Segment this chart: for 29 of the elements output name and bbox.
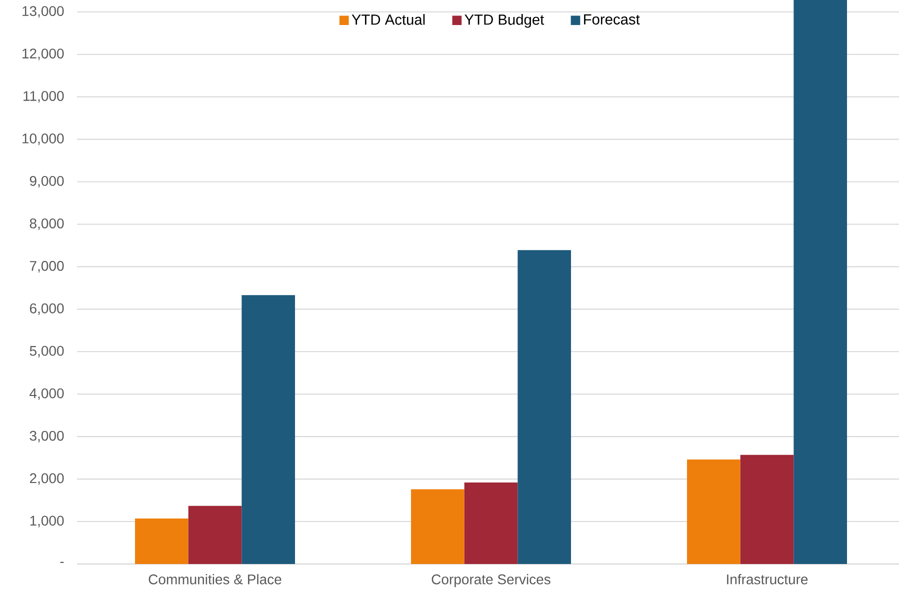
- bar: [242, 295, 296, 564]
- legend-label: Forecast: [584, 14, 640, 25]
- bar: [135, 518, 188, 564]
- y-tick-label: 1,000: [30, 516, 64, 528]
- x-tick-label: Communities & Place: [148, 574, 282, 584]
- y-tick-label: 8,000: [30, 218, 64, 230]
- x-tick-label: Infrastructure: [727, 574, 808, 584]
- y-tick-label: 2,000: [30, 473, 64, 485]
- legend-label: YTD Actual: [352, 14, 425, 25]
- y-tick-label: 4,000: [30, 388, 64, 400]
- y-tick-label: -: [60, 562, 64, 563]
- y-tick-label: 7,000: [30, 260, 64, 272]
- legend-label: YTD Budget: [464, 14, 544, 28]
- bar: [518, 250, 572, 564]
- x-tick-label: Corporate Services: [432, 574, 550, 588]
- y-tick-label: 12,000: [22, 48, 64, 60]
- y-tick-label: 11,000: [24, 91, 64, 103]
- bar: [794, 0, 848, 564]
- bar: [464, 482, 518, 564]
- y-tick-label: 6,000: [30, 303, 64, 315]
- bar: [188, 506, 242, 564]
- y-tick-label: 5,000: [30, 346, 64, 358]
- bar: [740, 454, 794, 564]
- y-tick-label: 13,000: [22, 6, 64, 18]
- bar: [411, 489, 464, 564]
- y-tick-label: 3,000: [30, 430, 64, 442]
- bar: [687, 460, 740, 564]
- y-tick-label: 9,000: [30, 176, 64, 188]
- y-tick-label: 10,000: [22, 134, 64, 146]
